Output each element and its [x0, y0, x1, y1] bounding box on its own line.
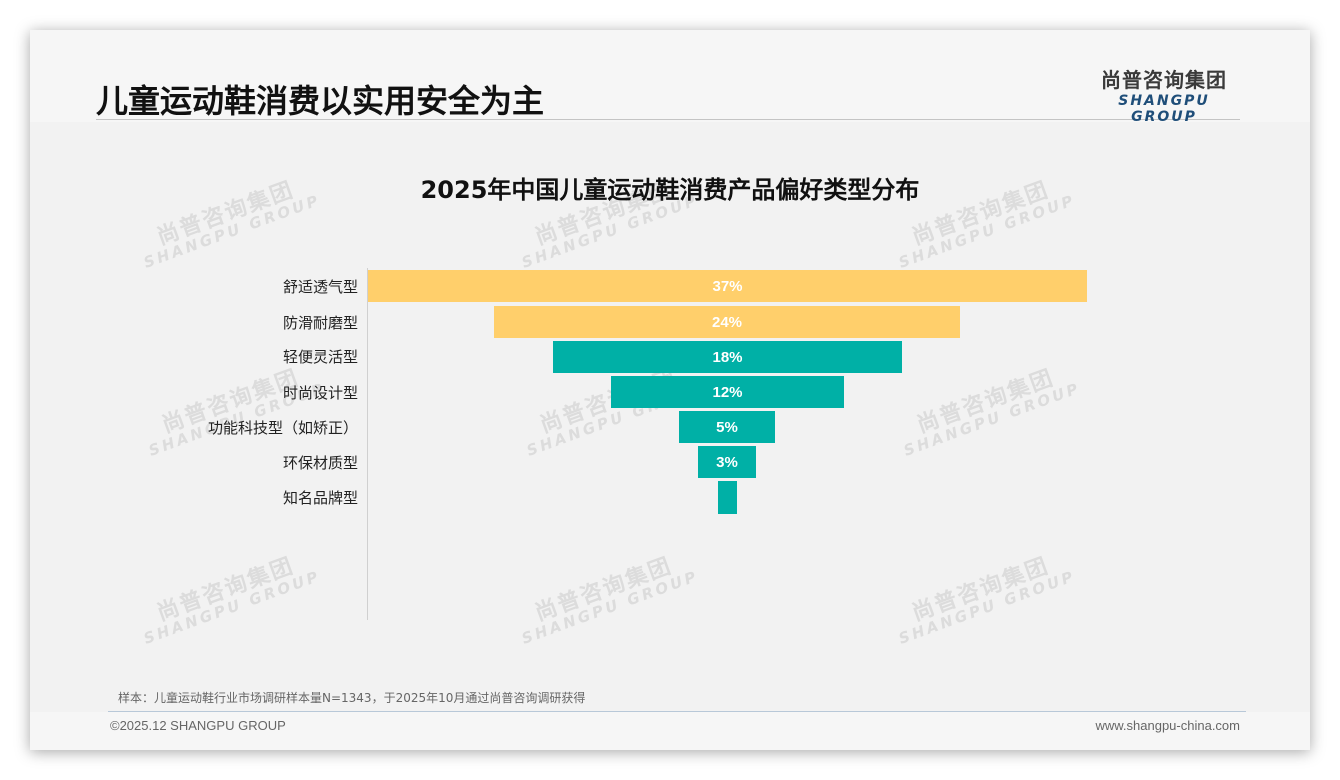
company-logo: 尚普咨询集团 SHANGPU GROUP [1088, 64, 1240, 125]
footer-divider [108, 711, 1246, 712]
slide-header-band [30, 30, 1310, 122]
category-label: 知名品牌型 [282, 489, 358, 507]
category-label: 功能科技型（如矫正） [207, 419, 358, 437]
category-label: 时尚设计型 [282, 384, 358, 402]
copyright-text: ©2025.12 SHANGPU GROUP [110, 718, 286, 733]
title-divider [96, 119, 1240, 120]
website-link[interactable]: www.shangpu-china.com [1095, 718, 1240, 733]
watermark: 尚普咨询集团 SHANGPU GROUP [901, 365, 1084, 460]
funnel-bar [718, 481, 737, 514]
bar-value-label: 24% [711, 313, 743, 331]
bar-value-label: 37% [712, 277, 743, 295]
bar-value-label: 3% [716, 453, 738, 471]
bar-value-label: 18% [712, 348, 743, 366]
logo-cn-text: 尚普咨询集团 [1101, 68, 1227, 92]
category-label: 舒适透气型 [282, 278, 358, 296]
watermark: 尚普咨询集团 SHANGPU GROUP [896, 553, 1079, 648]
watermark: 尚普咨询集团 SHANGPU GROUP [519, 553, 702, 648]
funnel-bar: 24% [494, 306, 960, 338]
funnel-bar: 18% [553, 341, 902, 373]
category-label: 环保材质型 [282, 454, 358, 472]
logo-en-text: SHANGPU GROUP [1118, 93, 1210, 125]
funnel-bar: 12% [611, 376, 844, 408]
bar-value-label: 12% [712, 383, 743, 401]
category-label: 轻便灵活型 [282, 348, 358, 366]
sample-note: 样本：儿童运动鞋行业市场调研样本量N=1343，于2025年10月通过尚普咨询调… [118, 691, 586, 705]
bar-value-label: 5% [716, 418, 738, 436]
slide: 尚普咨询集团 SHANGPU GROUP 尚普咨询集团 SHANGPU GROUP … [30, 30, 1310, 750]
watermark: 尚普咨询集团 SHANGPU GROUP [524, 365, 707, 460]
funnel-bar: 3% [698, 446, 756, 478]
chart-title: 2025年中国儿童运动鞋消费产品偏好类型分布 [420, 176, 920, 204]
watermark: 尚普咨询集团 SHANGPU GROUP [141, 553, 324, 648]
page-title: 儿童运动鞋消费以实用安全为主 [96, 82, 545, 120]
category-label: 防滑耐磨型 [282, 314, 358, 332]
footer-band [30, 712, 1310, 750]
funnel-bar: 5% [679, 411, 775, 443]
watermark: 尚普咨询集团 SHANGPU GROUP [146, 365, 329, 460]
category-axis-line [367, 268, 368, 620]
funnel-bar: 37% [368, 270, 1087, 302]
